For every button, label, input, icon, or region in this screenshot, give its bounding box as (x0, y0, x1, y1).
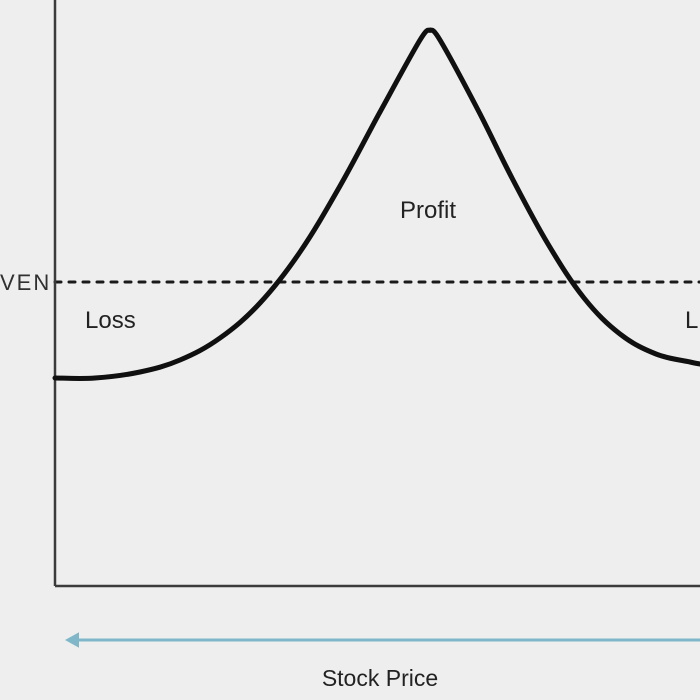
loss-right-label: L (685, 307, 698, 334)
breakeven-label: VEN (0, 270, 51, 295)
x-axis-title: Stock Price (322, 665, 438, 691)
chart-background (0, 0, 700, 700)
profit-label: Profit (400, 197, 456, 224)
loss-left-label: Loss (85, 307, 136, 334)
payoff-chart: VEN Profit Loss L Stock Price (0, 0, 700, 700)
